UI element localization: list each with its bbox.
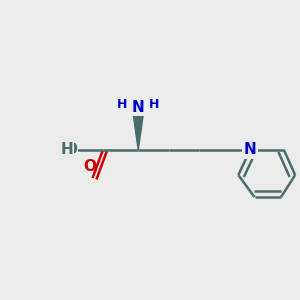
Text: O: O bbox=[84, 159, 97, 174]
Text: N: N bbox=[244, 142, 256, 158]
Text: N: N bbox=[132, 100, 145, 115]
Text: O: O bbox=[64, 142, 77, 158]
Text: H: H bbox=[149, 98, 160, 111]
Text: H: H bbox=[61, 142, 74, 158]
Text: H: H bbox=[117, 98, 127, 111]
Polygon shape bbox=[132, 104, 145, 150]
